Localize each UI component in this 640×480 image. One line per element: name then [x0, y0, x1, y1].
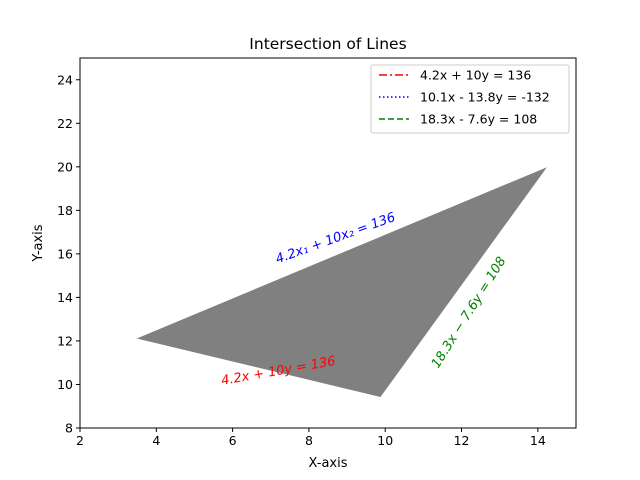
x-tick-label: 2: [76, 433, 84, 448]
y-tick-label: 8: [65, 421, 73, 436]
legend: 4.2x + 10y = 136 10.1x - 13.8y = -132 18.3…: [370, 64, 570, 134]
legend-box: [370, 64, 570, 134]
y-tick-label: 14: [57, 290, 73, 305]
legend-entry: 10.1x - 13.8y = -132: [420, 90, 550, 105]
legend-entry: 4.2x + 10y = 136: [420, 68, 531, 83]
chart-title: Intersection of Lines: [249, 35, 406, 53]
y-tick-label: 18: [57, 203, 73, 218]
y-tick-label: 10: [57, 377, 73, 392]
plot-area: [136, 167, 547, 398]
axes-frame: [79, 57, 577, 429]
x-tick-label: 6: [229, 433, 237, 448]
intersection-polygon: [136, 167, 547, 398]
x-tick-label: 8: [305, 433, 313, 448]
x-tick-label: 12: [454, 433, 470, 448]
x-tick-label: 14: [530, 433, 546, 448]
y-tick-label: 12: [57, 333, 73, 348]
y-tick-label: 16: [57, 246, 73, 261]
x-tick-label: 10: [377, 433, 393, 448]
y-tick-label: 24: [57, 72, 73, 87]
x-tick-label: 4: [152, 433, 160, 448]
x-axis-label: X-axis: [309, 456, 348, 471]
y-tick-label: 20: [57, 159, 73, 174]
legend-entry: 18.3x - 7.6y = 108: [420, 112, 537, 127]
y-axis-label: Y-axis: [31, 224, 46, 262]
y-tick-label: 22: [57, 116, 73, 131]
